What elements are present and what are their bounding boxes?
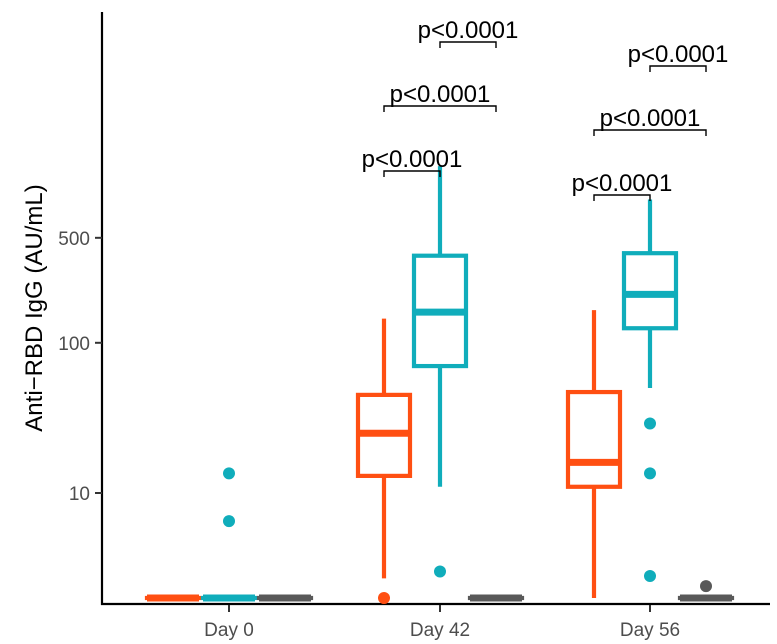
y-axis-title: Anti−RBD IgG (AU/mL) (21, 184, 48, 431)
y-tick-label: 500 (58, 229, 90, 250)
box-group (355, 318, 413, 604)
significance-bracket: p<0.0001 (362, 146, 463, 177)
x-tick-label: Day 0 (204, 620, 254, 641)
p-value-label: p<0.0001 (572, 170, 673, 197)
box-group (411, 166, 469, 578)
x-ticks: Day 0 Day 42 Day 56 (204, 605, 680, 641)
boxes (144, 166, 735, 604)
box-group (565, 310, 623, 598)
significance-bracket: p<0.0001 (418, 17, 519, 48)
p-value-label: p<0.0001 (390, 81, 491, 108)
significance-bracket: p<0.0001 (383, 81, 497, 112)
y-tick-label: 10 (69, 484, 90, 505)
box-group (200, 467, 258, 602)
bracket-line (649, 65, 707, 72)
p-value-label: p<0.0001 (628, 41, 729, 68)
outlier-point (223, 515, 235, 528)
outlier-point (644, 467, 656, 480)
y-ticks: 10 100 500 (58, 229, 102, 505)
outlier-point (434, 565, 446, 578)
bracket-line (593, 194, 651, 201)
significance-bracket: p<0.0001 (628, 41, 729, 72)
outlier-point (644, 570, 656, 583)
box-group (677, 580, 735, 602)
p-value-label: p<0.0001 (600, 105, 701, 132)
y-tick-label: 100 (58, 334, 90, 355)
bracket-line (439, 41, 497, 48)
outlier-point (644, 417, 656, 430)
bracket-line (383, 170, 441, 177)
bracket-line (383, 105, 497, 112)
bracket-line (593, 129, 707, 136)
x-tick-label: Day 56 (620, 620, 680, 641)
box-group (621, 199, 679, 583)
significance-bracket: p<0.0001 (593, 105, 707, 136)
outlier-point (378, 591, 390, 604)
box-iqr (565, 389, 623, 489)
p-value-label: p<0.0001 (418, 17, 519, 44)
significance-bracket: p<0.0001 (572, 170, 673, 201)
outlier-point (223, 467, 235, 480)
outlier-point (700, 580, 712, 593)
box-iqr (621, 251, 679, 331)
x-tick-label: Day 42 (410, 620, 470, 641)
p-value-label: p<0.0001 (362, 146, 463, 173)
significance-brackets: p<0.0001 p<0.0001 p<0.0001 p<0.0001 p<0.0001… (362, 17, 729, 201)
